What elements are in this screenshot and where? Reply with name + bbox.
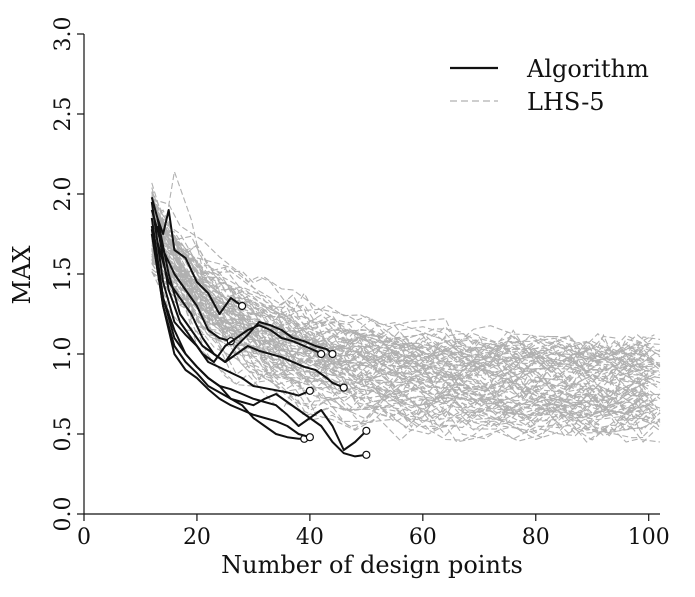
legend: Algorithm LHS-5 [450, 55, 649, 116]
lhs-run-line [151, 259, 661, 423]
algorithm-run-endpoint [317, 349, 326, 359]
lhs-run-line [151, 238, 661, 432]
algorithm-run-endpoint [238, 301, 247, 311]
algorithm-run-line [156, 217, 345, 389]
y-tick-label: 2.5 [51, 97, 76, 132]
legend-label-lhs-5: LHS-5 [527, 88, 605, 116]
algorithm-series [150, 196, 371, 459]
algorithm-run-line [150, 233, 311, 439]
lhs-run-line [151, 213, 655, 356]
x-axis-title: Number of design points [221, 551, 523, 579]
legend-label-algorithm: Algorithm [526, 55, 649, 83]
lhs-run-line [151, 182, 644, 442]
lhs-run-line [151, 209, 661, 374]
lhs-run-line [151, 248, 655, 382]
lhs-run-line [151, 219, 661, 366]
lhs-run-line [151, 255, 655, 416]
lhs-run-line [151, 198, 655, 437]
lhs-run-line [151, 220, 650, 354]
lhs-run-line [151, 204, 655, 365]
lhs-run-line [151, 237, 655, 379]
x-tick-label: 20 [183, 525, 211, 550]
lhs-run-line [151, 223, 661, 439]
algorithm-run-line [156, 225, 322, 363]
x-tick-label: 0 [77, 525, 91, 550]
lhs-5-series [151, 171, 661, 443]
algorithm-run-endpoint [305, 386, 314, 395]
algorithm-run-line [150, 196, 243, 315]
algorithm-run-line [150, 229, 367, 458]
lhs-run-line [151, 199, 661, 376]
lhs-run-line [151, 271, 655, 443]
lhs-run-line [151, 242, 655, 408]
lhs-run-line [151, 259, 661, 420]
lhs-run-line [151, 258, 655, 437]
algorithm-run-endpoint [328, 349, 337, 359]
lhs-run-line [151, 263, 661, 369]
x-tick-label: 40 [296, 525, 324, 550]
axes: 0 20 40 60 80 100 0.0 0.5 1.0 1.5 2.0 2.5 3.0 [51, 17, 670, 551]
lhs-run-line [151, 247, 649, 370]
lhs-run-line [151, 195, 650, 414]
y-tick-label: 1.5 [51, 257, 76, 292]
lhs-run-line [151, 195, 655, 371]
algorithm-run-endpoint [362, 450, 371, 459]
y-tick-label: 1.0 [51, 337, 76, 372]
y-tick-label: 0.5 [51, 417, 76, 452]
lhs-run-line [151, 212, 655, 385]
lhs-run-line [151, 257, 661, 383]
algorithm-run-line [156, 241, 334, 363]
lhs-run-line [151, 197, 644, 416]
y-tick-label: 3.0 [51, 17, 76, 52]
lhs-run-line [151, 271, 661, 362]
lhs-run-line [151, 262, 655, 362]
lhs-run-line [151, 250, 649, 367]
x-tick-label: 80 [522, 525, 550, 550]
algorithm-run-endpoint [305, 433, 314, 442]
algorithm-run-endpoint [339, 383, 348, 392]
lhs-run-line [151, 211, 661, 401]
x-tick-label: 100 [628, 525, 670, 550]
lhs-run-line [151, 250, 649, 399]
algorithm-run-line [150, 217, 368, 451]
y-axis-title: MAX [8, 246, 36, 305]
algorithm-run-line [150, 201, 311, 397]
y-tick-label: 2.0 [51, 177, 76, 212]
lhs-run-line [151, 232, 644, 419]
y-tick-label: 0.0 [51, 497, 76, 532]
lhs-run-line [151, 268, 661, 401]
x-tick-label: 60 [409, 525, 437, 550]
lhs-run-line [151, 192, 655, 377]
algorithm-run-endpoint [362, 426, 371, 435]
lhs-run-line [151, 255, 661, 424]
lhs-run-line [151, 240, 644, 433]
